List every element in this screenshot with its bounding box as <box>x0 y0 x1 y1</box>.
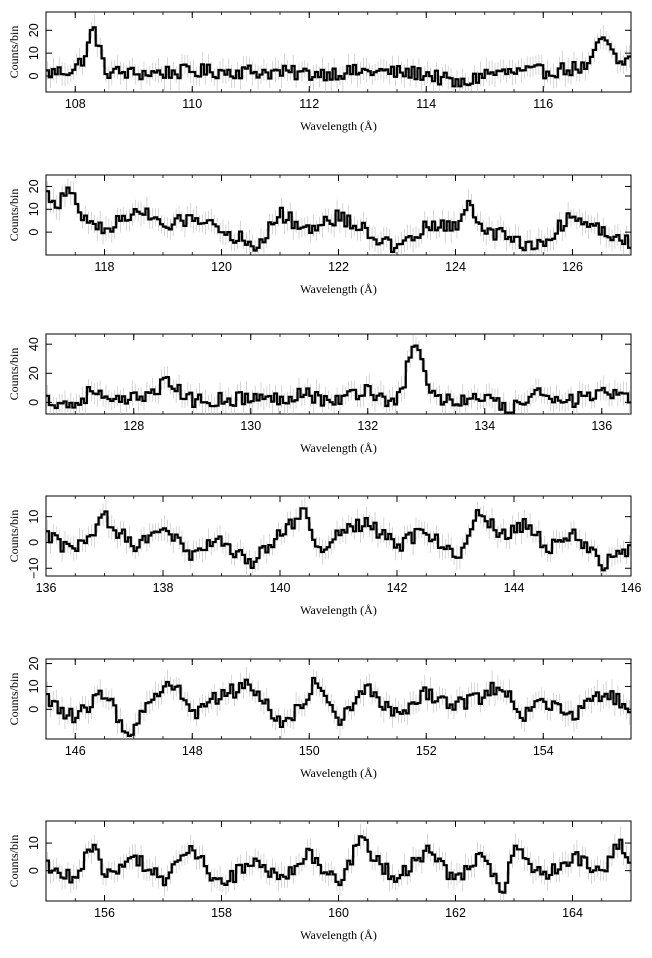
x-tick-label: 124 <box>445 260 466 274</box>
x-tick-label: 120 <box>211 260 232 274</box>
y-axis-label: Counts/bin <box>7 348 21 401</box>
y-tick-label: 20 <box>27 366 41 380</box>
y-tick-label: −10 <box>27 558 41 579</box>
panel-4: 136 138 140 142 144 146 0 10 −10 Wavelength (Å) Co… <box>7 495 642 617</box>
x-tick-label: 136 <box>36 581 57 595</box>
x-axis-label: Wavelength (Å) <box>300 766 377 780</box>
x-tick-label: 150 <box>299 744 320 758</box>
x-tick-label: 164 <box>562 906 583 920</box>
y-tick-label: 0 <box>27 72 41 79</box>
x-axis-label: Wavelength (Å) <box>300 282 377 296</box>
x-tick-label: 142 <box>387 581 408 595</box>
y-tick-label: 10 <box>27 202 41 216</box>
spectrum-step-line <box>46 676 631 738</box>
y-tick-label: 10 <box>27 836 41 850</box>
x-tick-label: 136 <box>591 419 612 433</box>
y-tick-label: 20 <box>27 23 41 37</box>
y-tick-label: 10 <box>27 679 41 693</box>
x-tick-label: 156 <box>94 906 115 920</box>
y-tick-label: 10 <box>27 46 41 60</box>
x-tick-label: 160 <box>328 906 349 920</box>
x-tick-label: 154 <box>533 744 554 758</box>
x-tick-label: 114 <box>416 97 436 111</box>
x-tick-label: 148 <box>182 744 203 758</box>
x-tick-label: 138 <box>153 581 174 595</box>
x-tick-label: 122 <box>328 260 349 274</box>
y-axis-label: Counts/bin <box>7 835 21 888</box>
x-tick-label: 158 <box>211 906 232 920</box>
x-axis-label: Wavelength (Å) <box>300 441 377 455</box>
y-axis-label: Counts/bin <box>7 26 21 79</box>
y-axis-label: Counts/bin <box>7 189 21 242</box>
panel-2: 118 120 122 124 126 0 10 20 Wavelength (Å) Counts… <box>7 174 632 296</box>
x-tick-label: 146 <box>621 581 642 595</box>
y-tick-label: 0 <box>27 867 41 874</box>
spectrum-step-line <box>46 186 631 253</box>
x-tick-label: 144 <box>504 581 525 595</box>
x-tick-label: 126 <box>562 260 583 274</box>
x-tick-label: 110 <box>182 97 202 111</box>
y-tick-label: 0 <box>27 399 41 406</box>
x-tick-label: 130 <box>240 419 261 433</box>
panel-5: 146 148 150 152 154 0 10 20 Wavelength (Å) Counts… <box>7 657 632 780</box>
panel-3: 128 130 132 134 136 0 20 40 Wavelength (Å) Counts… <box>7 333 632 455</box>
x-tick-label: 146 <box>65 744 86 758</box>
x-tick-label: 152 <box>416 744 437 758</box>
x-tick-label: 162 <box>445 906 466 920</box>
y-tick-label: 40 <box>27 337 41 351</box>
x-axis-label: Wavelength (Å) <box>300 603 377 617</box>
x-axis-label: Wavelength (Å) <box>300 119 377 133</box>
y-tick-label: 10 <box>27 510 41 524</box>
spectrum-step-line <box>46 26 631 88</box>
x-tick-label: 140 <box>270 581 291 595</box>
y-tick-label: 20 <box>27 657 41 671</box>
error-bars <box>47 497 630 576</box>
y-axis-label: Counts/bin <box>7 510 21 563</box>
y-tick-label: 0 <box>27 539 41 546</box>
spectrum-step-line <box>46 835 631 894</box>
y-axis-label: Counts/bin <box>7 673 21 726</box>
panel-6: 156 158 160 162 164 0 10 Wavelength (Å) Counts/b… <box>7 820 632 942</box>
x-tick-label: 132 <box>357 419 378 433</box>
spectrum-step-line <box>46 507 631 572</box>
x-tick-label: 112 <box>299 97 319 111</box>
y-tick-label: 0 <box>27 229 41 236</box>
x-tick-label: 128 <box>123 419 144 433</box>
x-tick-label: 108 <box>65 97 86 111</box>
x-tick-label: 118 <box>95 260 115 274</box>
panel-frame <box>45 820 632 902</box>
panel-1: 108 110 112 114 116 0 10 20 Wavelength (Å) Counts… <box>7 11 632 133</box>
y-tick-label: 0 <box>27 706 41 713</box>
spectrum-step-line <box>46 344 631 414</box>
x-axis-label: Wavelength (Å) <box>300 928 377 942</box>
error-bars <box>47 823 630 901</box>
x-tick-label: 116 <box>533 97 553 111</box>
y-tick-label: 20 <box>27 179 41 193</box>
x-tick-label: 134 <box>474 419 495 433</box>
